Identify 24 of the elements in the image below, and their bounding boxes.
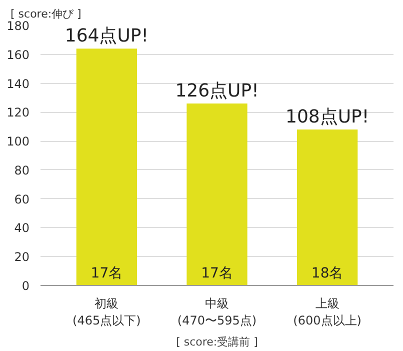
annotation: 18名	[311, 266, 344, 282]
x-tick-label: 初級 (465点以下)	[72, 296, 141, 328]
x-tick-label: 中級 (470〜595点)	[177, 296, 257, 328]
annotation: 17名	[90, 266, 123, 282]
y-tick-label: 60	[14, 192, 30, 206]
y-tick-label: 100	[6, 134, 30, 149]
bar	[296, 130, 358, 286]
y-tick-label: 80	[14, 163, 30, 178]
y-tick-label: 20	[14, 250, 30, 264]
bar	[76, 48, 138, 286]
bar	[186, 104, 248, 286]
data-label: 108点UP!	[286, 106, 370, 128]
y-axis-title: [ score:伸び ]	[10, 8, 82, 20]
x-axis-title: [ score:受講前 ]	[176, 335, 258, 348]
y-tick-label: 140	[6, 76, 30, 91]
x-tick-label: 上級 (600点以上)	[293, 296, 362, 328]
y-tick-label: 160	[6, 48, 30, 62]
data-label: 126点UP!	[175, 80, 259, 102]
y-tick-label: 40	[14, 221, 30, 236]
y-tick-label: 120	[6, 106, 30, 120]
y-tick-label: 180	[6, 19, 30, 33]
annotation: 17名	[201, 266, 233, 282]
data-label: 164点UP!	[64, 26, 148, 47]
y-tick-label: 0	[22, 279, 30, 293]
